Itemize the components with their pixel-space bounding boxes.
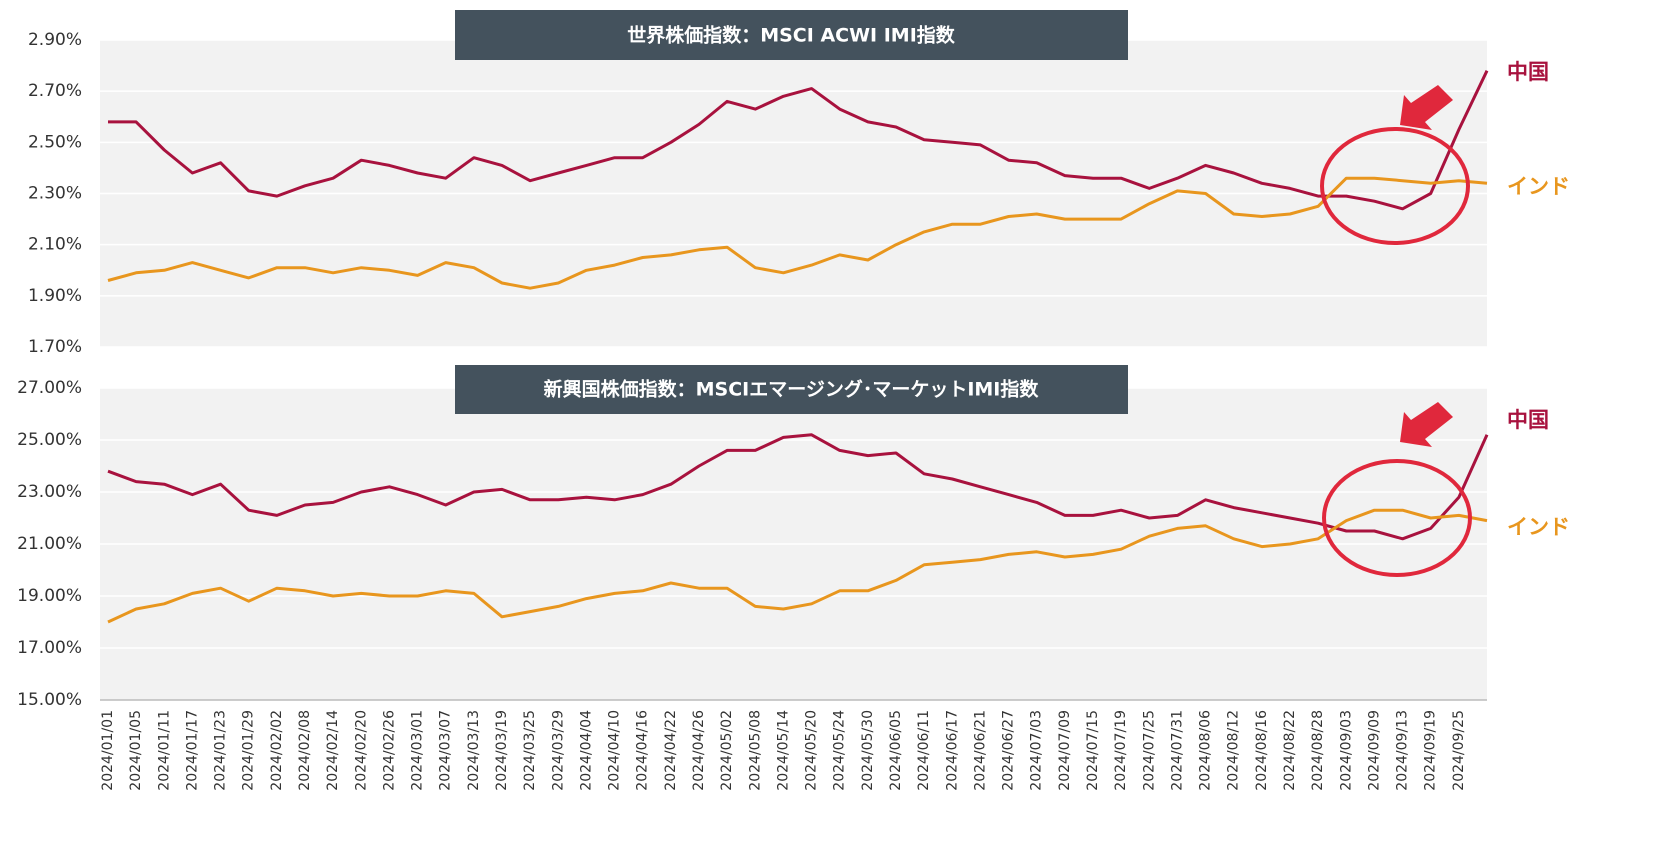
y-tick-label: 2.90%	[28, 30, 82, 50]
x-tick-label: 2024/02/20	[353, 710, 369, 791]
x-tick-label: 2024/06/05	[888, 710, 904, 791]
x-tick-label: 2024/06/11	[916, 710, 932, 791]
y-tick-label: 15.00%	[17, 690, 82, 710]
x-tick-label: 2024/04/16	[635, 710, 651, 791]
chart-title: 世界株価指数：MSCI ACWI IMI指数	[627, 24, 956, 47]
x-tick-label: 2024/06/21	[972, 710, 988, 791]
x-tick-label: 2024/01/11	[156, 710, 172, 791]
x-tick-label: 2024/05/14	[775, 710, 791, 791]
arrow	[1400, 85, 1453, 130]
x-tick-label: 2024/08/06	[1198, 710, 1214, 791]
x-tick-label: 2024/07/25	[1141, 710, 1157, 791]
y-tick-label: 21.00%	[17, 534, 82, 554]
x-tick-label: 2024/04/22	[663, 710, 679, 791]
x-tick-label: 2024/01/29	[241, 710, 257, 791]
x-tick-label: 2024/04/10	[607, 710, 623, 791]
series-label: 中国	[1507, 60, 1549, 84]
x-tick-label: 2024/08/22	[1282, 710, 1298, 791]
x-tick-label: 2024/02/26	[381, 710, 397, 791]
x-tick-label: 2024/07/31	[1169, 710, 1185, 791]
x-tick-label: 2024/08/12	[1226, 710, 1242, 791]
x-tick-label: 2024/03/13	[466, 710, 482, 791]
x-tick-label: 2024/03/07	[438, 710, 454, 791]
y-tick-label: 1.70%	[28, 337, 82, 357]
y-tick-label: 25.00%	[17, 430, 82, 450]
highlight-circle	[1322, 459, 1472, 577]
x-tick-label: 2024/03/19	[494, 710, 510, 791]
y-tick-label: 17.00%	[17, 638, 82, 658]
x-tick-label: 2024/03/29	[550, 710, 566, 791]
x-tick-label: 2024/05/20	[804, 710, 820, 791]
x-tick-label: 2024/05/24	[832, 710, 848, 791]
title-box	[455, 365, 1128, 414]
x-tick-label: 2024/08/16	[1254, 710, 1270, 791]
line-series	[107, 508, 1488, 624]
line-series	[107, 433, 1489, 541]
x-tick-label: 2024/05/30	[860, 710, 876, 791]
x-tick-label: 2024/08/28	[1310, 710, 1326, 791]
arrow	[1400, 402, 1453, 447]
x-tick-label: 2024/05/02	[719, 710, 735, 791]
series-label: インド	[1507, 174, 1570, 198]
x-tick-label: 2024/07/19	[1113, 710, 1129, 791]
y-tick-label: 1.90%	[28, 286, 82, 306]
series-label: 中国	[1507, 408, 1549, 432]
y-tick-label: 2.70%	[28, 81, 82, 101]
x-tick-label: 2024/04/04	[578, 710, 594, 791]
x-tick-label: 2024/07/09	[1057, 710, 1073, 791]
x-tick-label: 2024/01/01	[100, 710, 116, 791]
x-tick-label: 2024/02/02	[269, 710, 285, 791]
y-tick-label: 2.30%	[28, 184, 82, 204]
x-tick-label: 2024/01/23	[213, 710, 229, 791]
x-tick-label: 2024/03/01	[410, 710, 426, 791]
line-series	[107, 176, 1488, 290]
title-box	[455, 10, 1128, 60]
y-tick-label: 23.00%	[17, 482, 82, 502]
x-tick-label: 2024/04/26	[691, 710, 707, 791]
x-tick-label: 2024/07/15	[1085, 710, 1101, 791]
x-tick-label: 2024/06/17	[944, 710, 960, 791]
y-tick-label: 2.10%	[28, 235, 82, 255]
x-tick-label: 2024/01/05	[128, 710, 144, 791]
x-tick-label: 2024/09/25	[1451, 710, 1467, 791]
x-tick-label: 2024/02/08	[297, 710, 313, 791]
x-tick-label: 2024/09/13	[1395, 710, 1411, 791]
x-tick-label: 2024/07/03	[1029, 710, 1045, 791]
y-tick-label: 27.00%	[17, 378, 82, 398]
x-tick-label: 2024/03/25	[522, 710, 538, 791]
line-series	[108, 70, 1489, 211]
highlight-circle	[1320, 127, 1470, 245]
x-tick-label: 2024/09/19	[1423, 710, 1439, 791]
y-tick-label: 19.00%	[17, 586, 82, 606]
x-tick-label: 2024/01/17	[184, 710, 200, 791]
series-label: インド	[1507, 515, 1570, 539]
x-tick-label: 2024/06/27	[1001, 710, 1017, 791]
x-tick-label: 2024/05/08	[747, 710, 763, 791]
x-tick-label: 2024/09/03	[1338, 710, 1354, 791]
x-tick-label: 2024/09/09	[1366, 710, 1382, 791]
y-tick-label: 2.50%	[28, 132, 82, 152]
chart-title: 新興国株価指数：MSCIエマージング･マーケットIMI指数	[544, 378, 1040, 401]
x-tick-label: 2024/02/14	[325, 710, 341, 791]
